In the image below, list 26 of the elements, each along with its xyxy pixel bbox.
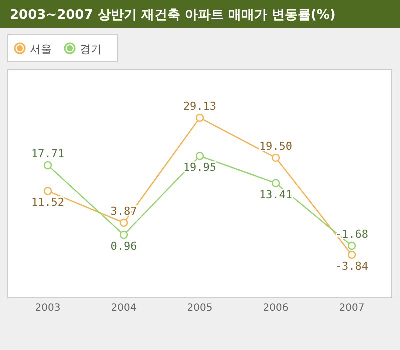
point xyxy=(44,161,52,170)
point xyxy=(120,218,128,228)
point xyxy=(272,154,280,162)
point xyxy=(348,242,356,250)
data-label: 0.96 xyxy=(110,240,138,254)
x-tick-label: 2003 xyxy=(35,303,61,314)
data-label: 17.71 xyxy=(31,147,65,160)
x-tick-label: 2006 xyxy=(263,303,289,314)
data-label: 29.13 xyxy=(183,100,217,113)
legend-label: 경기 xyxy=(80,43,102,56)
data-label: 11.52 xyxy=(31,196,65,210)
point xyxy=(196,114,204,122)
data-label: 19.50 xyxy=(259,140,293,154)
point xyxy=(272,179,280,188)
x-tick-label: 2005 xyxy=(187,303,213,314)
legend-label: 서울 xyxy=(30,43,52,56)
point xyxy=(348,250,356,260)
data-label: 13.41 xyxy=(259,188,293,202)
chart-title: 2003~2007 상반기 재건축 아파트 매매가 변동률(%) xyxy=(10,8,336,23)
point xyxy=(196,152,204,160)
x-tick-label: 2007 xyxy=(339,303,365,314)
point xyxy=(120,230,128,240)
data-label: -1.68 xyxy=(335,228,369,242)
point xyxy=(44,187,52,196)
x-tick-label: 2004 xyxy=(111,303,137,314)
data-label: -3.84 xyxy=(335,260,369,273)
